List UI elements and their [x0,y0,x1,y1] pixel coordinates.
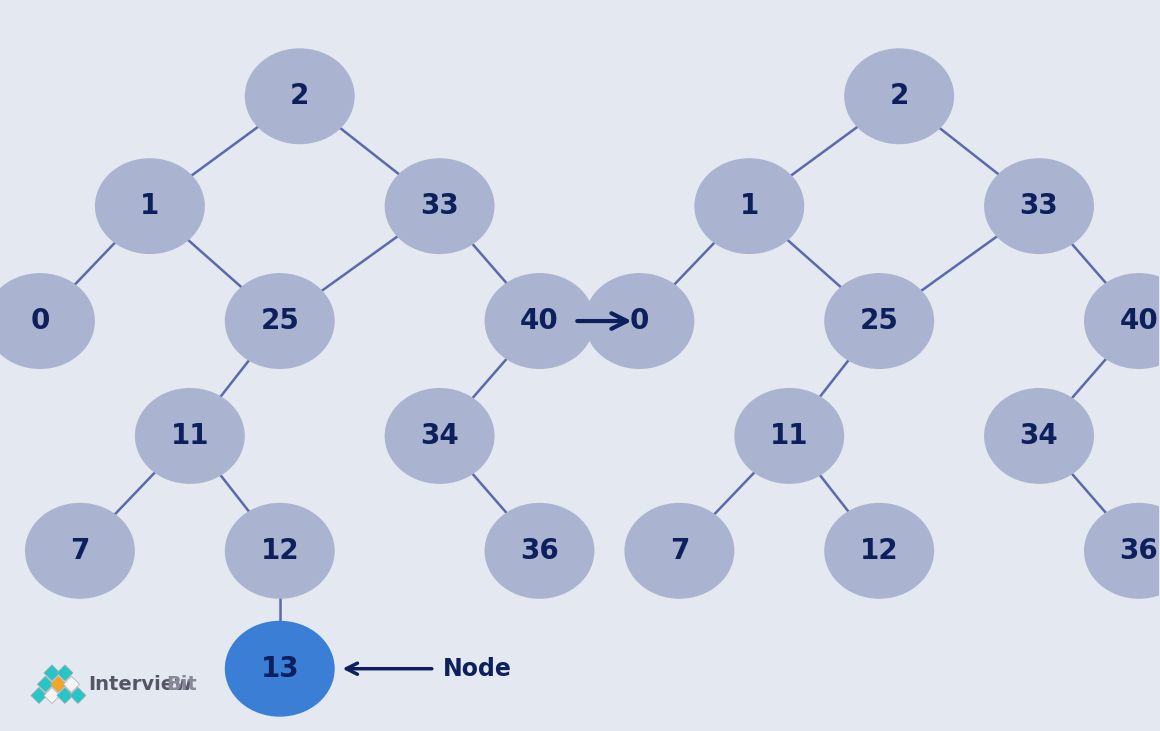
Text: 36: 36 [1119,537,1159,565]
Text: Node: Node [443,656,512,681]
Ellipse shape [225,273,335,369]
Text: 13: 13 [261,655,299,683]
Polygon shape [70,687,86,703]
Text: 7: 7 [669,537,689,565]
Ellipse shape [385,158,494,254]
Text: 33: 33 [420,192,459,220]
Ellipse shape [485,503,594,599]
Text: Interview: Interview [88,675,193,694]
Polygon shape [44,687,60,703]
Text: 34: 34 [420,422,459,450]
Text: 36: 36 [520,537,559,565]
Ellipse shape [485,273,594,369]
Polygon shape [50,676,66,692]
Text: 12: 12 [860,537,899,565]
Ellipse shape [225,503,335,599]
Text: 11: 11 [770,422,809,450]
Text: 33: 33 [1020,192,1058,220]
Ellipse shape [26,503,135,599]
Polygon shape [57,664,73,681]
Text: 11: 11 [171,422,209,450]
Ellipse shape [984,388,1094,484]
Ellipse shape [135,388,245,484]
Text: 12: 12 [261,537,299,565]
Text: 40: 40 [520,307,559,335]
Ellipse shape [585,273,695,369]
Ellipse shape [1083,273,1160,369]
Text: 1: 1 [140,192,159,220]
Text: 2: 2 [890,83,908,110]
Text: 2: 2 [290,83,310,110]
Ellipse shape [825,273,934,369]
Ellipse shape [695,158,804,254]
Text: 7: 7 [71,537,89,565]
Polygon shape [64,676,80,692]
Text: 40: 40 [1119,307,1159,335]
Ellipse shape [734,388,844,484]
Ellipse shape [95,158,205,254]
Ellipse shape [1083,503,1160,599]
Text: 0: 0 [630,307,650,335]
Ellipse shape [844,48,955,144]
Ellipse shape [225,621,335,716]
Ellipse shape [245,48,355,144]
Polygon shape [31,687,48,703]
Text: 0: 0 [30,307,50,335]
Ellipse shape [385,388,494,484]
Text: 25: 25 [260,307,299,335]
Polygon shape [37,676,53,692]
Text: Bit: Bit [166,675,197,694]
Text: 34: 34 [1020,422,1058,450]
Polygon shape [44,664,60,681]
Text: 1: 1 [740,192,759,220]
Polygon shape [57,687,73,703]
Ellipse shape [0,273,95,369]
Ellipse shape [825,503,934,599]
Text: 25: 25 [860,307,899,335]
Ellipse shape [984,158,1094,254]
Ellipse shape [624,503,734,599]
